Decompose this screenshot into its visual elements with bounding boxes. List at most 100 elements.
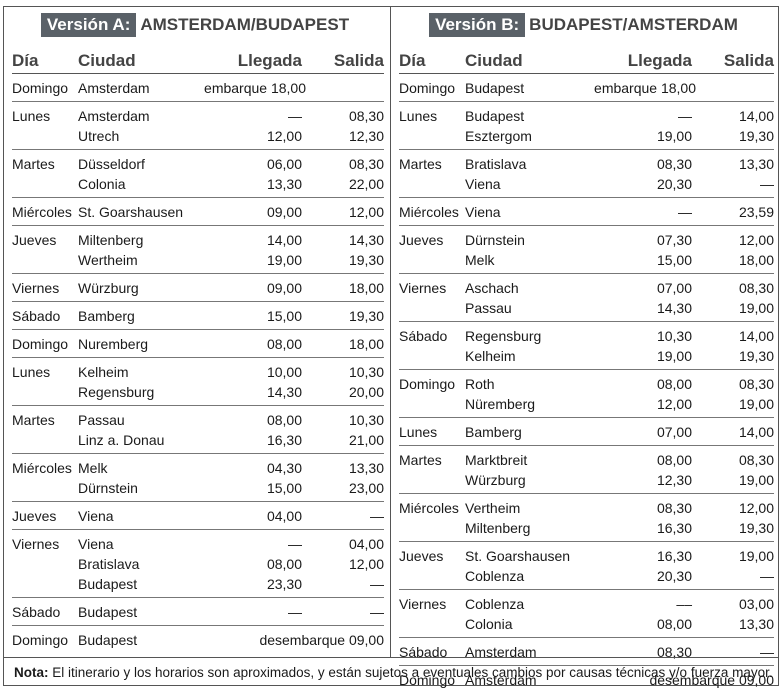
itinerary-stop: Bratislava 08,00 12,00 [12,554,384,574]
arrival-cell: 08,00 [266,412,302,428]
arrival-cell: 13,30 [266,176,302,192]
arrival-cell: 09,00 [266,280,302,296]
arrival-cell: 08,30 [656,156,692,172]
departure-cell: — [370,508,384,524]
departure-cell: 19,30 [738,520,774,536]
itinerary-day-group: Miércoles Melk 04,30 13,30 Dürnstein 15,00 23,… [12,454,384,502]
arrival-cell: — [288,604,302,620]
city-cell: Regensburg [78,384,155,400]
city-cell: Viena [78,536,114,552]
departure-cell: 08,30 [738,452,774,468]
city-cell: St. Goarshausen [465,548,571,564]
departure-cell: — [760,644,774,660]
header-departure: Salida [333,51,384,70]
itinerary-stop: Miércoles Vertheim 08,30 12,00 [399,498,774,518]
city-cell: Esztergom [465,128,532,144]
city-cell: Kelheim [78,364,129,380]
city-cell: Bratislava [465,156,527,172]
departure-cell: 14,00 [738,424,774,440]
itinerary-stop: Lunes Bamberg 07,00 14,00 [399,422,774,442]
itinerary-day-group: Martes Passau 08,00 10,30 Linz a. Donau 16,30… [12,406,384,454]
city-cell: Amsterdam [465,644,537,660]
departure-cell: 20,00 [348,384,384,400]
itinerary-stop: Sábado Budapest — — [12,602,384,622]
arrival-cell: 07,00 [656,280,692,296]
day-cell: Viernes [399,596,447,612]
departure-cell: 19,00 [738,300,774,316]
city-cell: Bratislava [78,556,140,572]
itinerary-stop: Miércoles St. Goarshausen 09,00 12,00 [12,202,384,222]
itinerary-day-group: Viernes Würzburg 09,00 18,00 [12,274,384,302]
arrival-cell: 06,00 [266,156,302,172]
departure-cell: 13,30 [738,156,774,172]
arrival-cell: 07,30 [656,232,692,248]
city-cell: Amsterdam [465,672,537,688]
itinerary-stop: Passau 14,30 19,00 [399,298,774,318]
arrival-cell: — [288,108,302,124]
version-a-panel: Versión A: AMSTERDAM/BUDAPEST Día Ciudad … [4,7,390,657]
departure-cell: 03,00 [738,596,774,612]
departure-cell: 14,00 [738,328,774,344]
itinerary-stop: Melk 15,00 18,00 [399,250,774,270]
day-cell: Martes [12,156,55,172]
departure-cell: — [760,568,774,584]
itinerary-stop: Viernes Coblenza –– 03,00 [399,594,774,614]
city-cell: Bamberg [465,424,522,440]
day-cell: Miércoles [399,204,459,220]
departure-cell: 22,00 [348,176,384,192]
city-cell: Bamberg [78,308,135,324]
itinerary-day-group: Martes Marktbreit 08,00 08,30 Würzburg 12,30 1… [399,446,774,494]
arrival-cell: embarque 18,00 [204,80,306,96]
itinerary-stop: Esztergom 19,00 19,30 [399,126,774,146]
day-cell: Lunes [399,108,438,124]
city-cell: Coblenza [465,568,525,584]
city-cell: Regensburg [465,328,542,344]
version-route: AMSTERDAM/BUDAPEST [140,15,350,34]
day-cell: Domingo [399,672,456,688]
arrival-cell: 20,30 [656,176,692,192]
departure-cell: 12,00 [348,556,384,572]
itinerary-day-group: Sábado Bamberg 15,00 19,30 [12,302,384,330]
itinerary-day-group: Martes Düsseldorf 06,00 08,30 Colonia 13,30 22… [12,150,384,198]
itinerary-stop: Lunes Budapest — 14,00 [399,106,774,126]
day-cell: Sábado [399,328,448,344]
itinerary-stop: Colonia 13,30 22,00 [12,174,384,194]
note-label: Nota: [14,665,49,680]
city-cell: Budapest [78,632,138,648]
itinerary-stop: Viernes Aschach 07,00 08,30 [399,278,774,298]
itinerary-day-group: Jueves Miltenberg 14,00 14,30 Wertheim 19,00 1… [12,226,384,274]
departure-cell: 19,00 [738,396,774,412]
city-cell: Vertheim [465,500,521,516]
day-cell: Miércoles [399,500,459,516]
table-header: Día Ciudad Llegada Salida [12,49,384,74]
departure-cell: 12,30 [348,128,384,144]
departure-cell: — [760,176,774,192]
itinerary-day-group: Miércoles St. Goarshausen 09,00 12,00 [12,198,384,226]
day-cell: Domingo [12,632,69,648]
version-a-title: Versión A: AMSTERDAM/BUDAPEST [4,13,390,37]
day-cell: Domingo [12,336,69,352]
itinerary-stop: Jueves Miltenberg 14,00 14,30 [12,230,384,250]
day-cell: Viernes [399,280,447,296]
day-cell: Jueves [399,232,444,248]
city-cell: Dürnstein [78,480,138,496]
departure-cell: 19,30 [348,252,384,268]
city-cell: Miltenberg [465,520,531,536]
day-cell: Lunes [399,424,438,440]
arrival-cell: 08,00 [266,336,302,352]
itinerary-stop: Domingo Budapest desembarque 09,00 [12,630,384,650]
departure-cell: 08,30 [348,156,384,172]
day-cell: Lunes [12,108,51,124]
departure-cell: 23,59 [738,204,774,220]
city-cell: Wertheim [78,252,138,268]
departure-cell: 19,00 [738,548,774,564]
city-cell: Budapest [465,80,525,96]
departure-cell: 14,00 [738,108,774,124]
city-cell: Würzburg [465,472,526,488]
itinerary-stop: Jueves Viena 04,00 — [12,506,384,526]
city-cell: Marktbreit [465,452,528,468]
arrival-cell: 16,30 [656,520,692,536]
itinerary-day-group: Sábado Regensburg 10,30 14,00 Kelheim 19,00 19… [399,322,774,370]
itinerary-day-group: Viernes Aschach 07,00 08,30 Passau 14,30 19,00 [399,274,774,322]
itinerary-frame: Versión A: AMSTERDAM/BUDAPEST Día Ciudad … [3,6,779,688]
